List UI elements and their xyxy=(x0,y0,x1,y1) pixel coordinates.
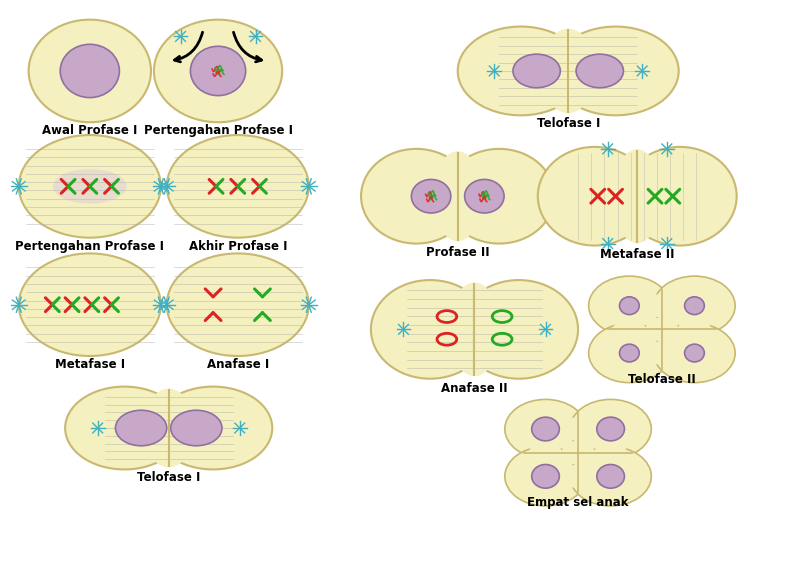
Ellipse shape xyxy=(444,149,554,244)
Ellipse shape xyxy=(594,441,627,465)
Ellipse shape xyxy=(65,387,183,469)
Ellipse shape xyxy=(458,27,584,115)
Ellipse shape xyxy=(646,341,678,365)
Ellipse shape xyxy=(532,417,559,441)
Text: Telofase I: Telofase I xyxy=(137,471,201,485)
Ellipse shape xyxy=(532,465,559,488)
Text: Empat sel anak: Empat sel anak xyxy=(527,496,629,509)
Ellipse shape xyxy=(60,44,119,98)
Ellipse shape xyxy=(613,318,646,341)
Ellipse shape xyxy=(154,387,272,469)
Text: Anafase I: Anafase I xyxy=(206,358,269,371)
Ellipse shape xyxy=(371,280,490,379)
Ellipse shape xyxy=(654,323,735,383)
Ellipse shape xyxy=(530,441,562,465)
Ellipse shape xyxy=(646,294,678,318)
Text: Pertengahan Profase I: Pertengahan Profase I xyxy=(15,240,164,253)
Ellipse shape xyxy=(619,344,639,362)
Ellipse shape xyxy=(465,179,504,213)
Ellipse shape xyxy=(449,282,500,376)
Ellipse shape xyxy=(654,276,735,335)
Ellipse shape xyxy=(685,297,704,315)
Ellipse shape xyxy=(685,344,704,362)
Text: Pertengahan Profase I: Pertengahan Profase I xyxy=(143,124,293,137)
Text: Profase II: Profase II xyxy=(426,245,490,258)
Ellipse shape xyxy=(411,179,451,213)
Text: Telofase II: Telofase II xyxy=(628,373,696,386)
Ellipse shape xyxy=(646,318,678,341)
Ellipse shape xyxy=(589,323,670,383)
Ellipse shape xyxy=(53,169,126,203)
Ellipse shape xyxy=(597,417,625,441)
Ellipse shape xyxy=(115,410,166,446)
Ellipse shape xyxy=(361,149,471,244)
Text: Akhir Profase I: Akhir Profase I xyxy=(189,240,287,253)
Ellipse shape xyxy=(460,280,578,379)
Ellipse shape xyxy=(570,447,651,506)
Ellipse shape xyxy=(562,465,594,488)
Ellipse shape xyxy=(597,465,625,488)
Ellipse shape xyxy=(154,20,282,122)
Text: Awal Profase I: Awal Profase I xyxy=(42,124,138,137)
Text: Anafase II: Anafase II xyxy=(441,382,508,395)
Ellipse shape xyxy=(562,441,594,465)
Ellipse shape xyxy=(143,389,194,467)
Ellipse shape xyxy=(166,253,309,356)
Ellipse shape xyxy=(170,410,222,446)
Ellipse shape xyxy=(619,297,639,315)
Ellipse shape xyxy=(576,54,623,87)
Ellipse shape xyxy=(678,318,710,341)
Ellipse shape xyxy=(166,135,309,237)
Ellipse shape xyxy=(538,147,651,245)
Ellipse shape xyxy=(612,149,662,243)
Ellipse shape xyxy=(623,147,737,245)
Text: Telofase I: Telofase I xyxy=(537,118,600,130)
Ellipse shape xyxy=(570,399,651,458)
Ellipse shape xyxy=(562,417,594,441)
Ellipse shape xyxy=(18,253,161,356)
Text: Metafase I: Metafase I xyxy=(54,358,125,371)
Ellipse shape xyxy=(434,151,482,241)
Text: Metafase II: Metafase II xyxy=(600,248,674,261)
Ellipse shape xyxy=(513,54,560,87)
Ellipse shape xyxy=(505,447,586,506)
Ellipse shape xyxy=(18,135,161,237)
Ellipse shape xyxy=(505,399,586,458)
Ellipse shape xyxy=(541,29,596,113)
Ellipse shape xyxy=(29,20,151,122)
Ellipse shape xyxy=(553,27,678,115)
Ellipse shape xyxy=(589,276,670,335)
Ellipse shape xyxy=(190,46,246,95)
